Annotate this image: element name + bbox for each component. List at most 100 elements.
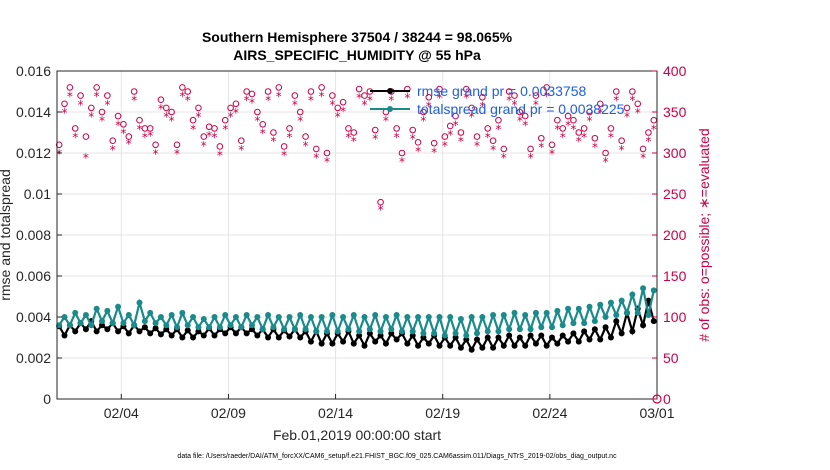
point-totalspread	[452, 330, 459, 337]
point-possible	[441, 133, 449, 140]
point-evaluated: *	[67, 90, 73, 104]
point-evaluated: *	[88, 110, 94, 124]
point-possible	[114, 112, 122, 120]
point-evaluated: *	[528, 151, 534, 165]
point-evaluated: *	[244, 94, 250, 108]
point-possible	[216, 143, 224, 150]
point-possible	[543, 84, 550, 91]
chart-title: Southern Hemisphere 37504 / 38244 = 98.0…	[202, 29, 513, 45]
point-evaluated: *	[126, 137, 132, 151]
point-totalspread	[474, 330, 480, 337]
point-evaluated: *	[501, 151, 507, 165]
point-rmse	[597, 336, 604, 343]
point-rmse	[184, 327, 191, 334]
point-totalspread	[425, 314, 432, 320]
point-totalspread	[190, 314, 197, 320]
point-possible	[248, 90, 256, 98]
point-rmse	[340, 338, 347, 345]
point-evaluated: *	[479, 99, 485, 113]
point-possible	[339, 98, 347, 106]
point-evaluated: *	[415, 145, 421, 159]
point-evaluated: *	[345, 131, 351, 145]
point-evaluated: *	[265, 94, 271, 108]
series-possible	[55, 84, 658, 206]
point-evaluated: *	[120, 127, 126, 141]
point-totalspread	[195, 324, 202, 331]
point-evaluated: *	[185, 94, 191, 108]
point-evaluated: *	[83, 151, 89, 165]
point-evaluated: *	[592, 140, 598, 154]
point-totalspread	[522, 311, 529, 318]
point-possible	[634, 100, 642, 108]
point-evaluated: *	[276, 90, 282, 104]
point-evaluated: *	[560, 131, 566, 145]
point-totalspread	[409, 328, 416, 335]
point-possible	[61, 100, 68, 108]
point-possible	[120, 121, 127, 128]
point-totalspread	[356, 328, 363, 335]
point-totalspread	[313, 328, 320, 335]
point-possible	[146, 125, 154, 132]
point-totalspread	[382, 314, 389, 320]
point-totalspread	[543, 309, 550, 316]
point-totalspread	[420, 330, 427, 337]
point-totalspread	[147, 309, 154, 316]
point-rmse	[436, 342, 443, 349]
point-possible	[414, 139, 422, 146]
point-possible	[227, 104, 234, 112]
point-evaluated: *	[538, 140, 544, 154]
point-totalspread	[463, 332, 470, 339]
series-layer: * * * * * * * * * * * * * * * * * * * * * * * * * * * * * * * * * * * * * * * *…	[55, 84, 658, 353]
point-totalspread	[77, 320, 84, 327]
point-rmse	[565, 338, 572, 345]
point-totalspread	[66, 322, 73, 329]
point-rmse	[602, 324, 609, 331]
point-possible	[607, 125, 615, 132]
point-possible	[93, 84, 100, 91]
point-evaluated: *	[287, 131, 293, 145]
point-totalspread	[350, 311, 357, 318]
point-totalspread	[211, 314, 218, 320]
point-totalspread	[597, 301, 604, 308]
point-totalspread	[297, 311, 304, 318]
point-totalspread	[340, 314, 347, 320]
y2-tick-label: 300	[663, 145, 687, 161]
point-evaluated: *	[512, 98, 518, 112]
point-evaluated: *	[335, 110, 341, 124]
point-totalspread	[581, 320, 588, 327]
point-evaluated: *	[495, 122, 501, 136]
point-totalspread	[575, 305, 582, 312]
point-evaluated: *	[249, 96, 255, 110]
point-totalspread	[238, 324, 245, 331]
point-possible	[237, 137, 245, 144]
point-totalspread	[174, 324, 180, 331]
series-evaluated: * * * * * * * * * * * * * * * * * * * * * * * * * * * * * * * * * * * * * * * *…	[56, 90, 657, 217]
point-rmse	[307, 338, 314, 345]
point-evaluated: *	[222, 122, 228, 136]
point-possible	[125, 133, 133, 140]
point-totalspread	[372, 311, 379, 318]
point-totalspread	[570, 320, 577, 327]
point-evaluated: *	[597, 106, 603, 120]
x-tick-label: 02/04	[104, 405, 139, 421]
point-evaluated: *	[378, 203, 384, 217]
point-rmse	[425, 340, 432, 347]
point-possible	[596, 100, 604, 108]
point-totalspread	[232, 314, 239, 320]
point-possible	[591, 134, 599, 142]
point-totalspread	[500, 311, 507, 318]
point-totalspread	[286, 314, 293, 320]
point-rmse	[72, 328, 79, 335]
point-evaluated: *	[303, 139, 309, 153]
point-rmse	[554, 340, 561, 347]
point-rmse	[286, 333, 293, 340]
point-possible	[136, 116, 143, 124]
point-totalspread	[136, 299, 143, 306]
point-rmse	[474, 336, 480, 343]
point-possible	[195, 104, 202, 112]
point-totalspread	[104, 307, 111, 314]
point-rmse	[468, 346, 475, 353]
point-possible	[516, 108, 524, 116]
point-evaluated: *	[544, 90, 550, 104]
point-possible	[280, 143, 288, 150]
